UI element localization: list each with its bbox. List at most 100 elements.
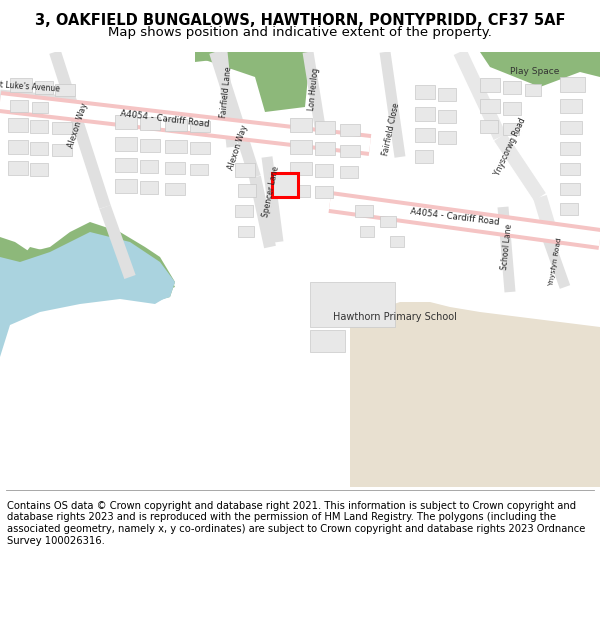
Bar: [340, 166, 358, 178]
Polygon shape: [533, 195, 562, 249]
Bar: [290, 140, 312, 154]
Bar: [140, 160, 158, 173]
Polygon shape: [380, 51, 406, 158]
Polygon shape: [0, 227, 175, 292]
Polygon shape: [0, 262, 170, 357]
Text: A4054 - Cardiff Road: A4054 - Cardiff Road: [120, 109, 210, 129]
Bar: [238, 226, 254, 237]
Polygon shape: [497, 206, 515, 292]
Bar: [165, 162, 185, 174]
Text: Spencer Lane: Spencer Lane: [261, 166, 281, 218]
Bar: [272, 173, 298, 197]
Polygon shape: [454, 49, 506, 140]
Bar: [10, 100, 28, 112]
Bar: [503, 102, 521, 115]
Bar: [315, 186, 333, 198]
Text: A4054 - Cardiff Road: A4054 - Cardiff Road: [410, 207, 500, 227]
Bar: [8, 161, 28, 175]
Text: Lon Heulog: Lon Heulog: [307, 67, 321, 111]
Bar: [560, 121, 582, 134]
Text: Hawthorn Primary School: Hawthorn Primary School: [333, 312, 457, 322]
Text: Play Space: Play Space: [511, 68, 560, 76]
Polygon shape: [225, 337, 270, 487]
Bar: [503, 123, 519, 135]
Bar: [340, 145, 360, 157]
Bar: [165, 140, 187, 153]
Text: St Luke's Avenue: St Luke's Avenue: [0, 80, 61, 94]
Bar: [438, 110, 456, 123]
Bar: [290, 185, 310, 197]
Polygon shape: [0, 95, 371, 152]
Bar: [315, 142, 335, 155]
Bar: [190, 121, 210, 132]
Polygon shape: [249, 176, 276, 248]
Bar: [30, 163, 48, 176]
Bar: [560, 163, 580, 175]
Bar: [355, 205, 373, 217]
Polygon shape: [0, 89, 65, 106]
Polygon shape: [195, 52, 310, 97]
Bar: [360, 226, 374, 237]
Bar: [8, 118, 28, 132]
Bar: [115, 158, 137, 172]
Polygon shape: [262, 156, 283, 242]
Polygon shape: [0, 232, 175, 327]
Text: Map shows position and indicative extent of the property.: Map shows position and indicative extent…: [108, 26, 492, 39]
Bar: [525, 84, 541, 96]
Bar: [560, 203, 578, 215]
Bar: [560, 142, 580, 155]
Bar: [165, 119, 187, 131]
Bar: [480, 99, 500, 113]
Polygon shape: [329, 195, 600, 246]
Bar: [560, 183, 580, 195]
Bar: [115, 179, 137, 193]
Bar: [235, 163, 255, 177]
Polygon shape: [100, 205, 136, 279]
Text: 3, OAKFIELD BUNGALOWS, HAWTHORN, PONTYPRIDD, CF37 5AF: 3, OAKFIELD BUNGALOWS, HAWTHORN, PONTYPR…: [35, 13, 565, 28]
Bar: [55, 84, 75, 96]
Bar: [52, 144, 72, 156]
Polygon shape: [329, 191, 600, 250]
Bar: [115, 137, 137, 151]
Bar: [310, 282, 395, 327]
Bar: [190, 142, 210, 154]
Polygon shape: [209, 50, 261, 179]
Bar: [32, 102, 48, 113]
Bar: [415, 107, 435, 121]
Polygon shape: [0, 91, 371, 156]
Bar: [560, 99, 582, 113]
Bar: [10, 78, 32, 92]
Bar: [140, 181, 158, 194]
Text: Fairfield Lane: Fairfield Lane: [219, 66, 233, 118]
Bar: [415, 85, 435, 99]
Text: Ynyscorwg Road: Ynyscorwg Road: [493, 117, 527, 178]
Bar: [438, 88, 456, 101]
Text: Alexon Way: Alexon Way: [226, 123, 250, 171]
Bar: [415, 128, 435, 142]
Polygon shape: [494, 133, 546, 201]
Bar: [560, 77, 585, 92]
Bar: [340, 124, 360, 136]
Text: School Lane: School Lane: [500, 224, 514, 271]
Bar: [235, 205, 253, 217]
Bar: [140, 139, 160, 152]
Bar: [503, 81, 521, 94]
Bar: [380, 216, 396, 227]
Bar: [8, 140, 28, 154]
Text: Alexon Way: Alexon Way: [67, 101, 89, 149]
Bar: [35, 81, 53, 94]
Bar: [290, 118, 312, 132]
Bar: [165, 183, 185, 195]
Bar: [438, 131, 456, 144]
Bar: [30, 142, 48, 155]
Polygon shape: [49, 50, 111, 209]
Bar: [390, 236, 404, 247]
Bar: [480, 78, 500, 92]
Polygon shape: [215, 289, 244, 329]
Polygon shape: [200, 52, 310, 112]
Polygon shape: [237, 323, 268, 351]
Text: Contains OS data © Crown copyright and database right 2021. This information is : Contains OS data © Crown copyright and d…: [7, 501, 586, 546]
Bar: [480, 120, 498, 133]
Polygon shape: [302, 51, 325, 128]
Bar: [52, 122, 72, 134]
